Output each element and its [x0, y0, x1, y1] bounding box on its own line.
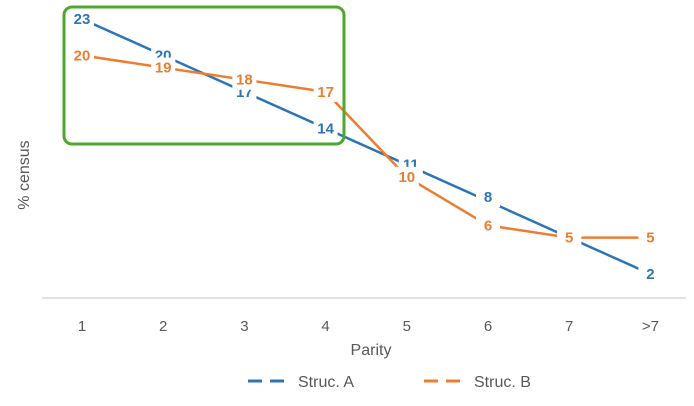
series-lines [81, 17, 651, 276]
data-label: 18 [236, 72, 253, 89]
data-label-bg [70, 45, 94, 66]
data-label-bg [557, 227, 582, 248]
data-label-bg [476, 187, 500, 208]
x-tick-label: 3 [240, 318, 248, 335]
data-label: 19 [155, 60, 172, 77]
data-label-bg [638, 264, 663, 284]
legend-label: Struc. B [474, 374, 531, 391]
data-label: 2 [646, 266, 654, 283]
data-label-bg [70, 9, 94, 29]
x-tick-label: 1 [78, 318, 86, 335]
x-tick-label: 5 [403, 318, 411, 335]
data-label: 17 [317, 84, 334, 101]
data-label: 5 [565, 230, 573, 247]
data-label-bg [313, 81, 338, 102]
data-label-bg [151, 57, 176, 78]
data-label: 5 [646, 230, 654, 247]
legend: Struc. A Struc. B [248, 374, 531, 391]
data-label: 10 [398, 169, 415, 186]
data-label-bg [394, 166, 419, 187]
data-label-bg [232, 69, 257, 90]
data-label: 20 [74, 47, 91, 64]
x-axis-title: Parity [351, 342, 392, 359]
x-tick-label: 2 [159, 318, 167, 335]
data-label: 14 [317, 120, 334, 137]
x-tick-label: 6 [484, 318, 492, 335]
series-line [81, 17, 651, 276]
series-line [81, 54, 651, 239]
data-label: 8 [484, 189, 492, 206]
y-axis-title: % census [16, 140, 33, 209]
data-labels: 23201714118522019181710655 [70, 9, 663, 284]
x-tick-label: 7 [565, 318, 573, 335]
data-label-bg [476, 215, 500, 236]
data-label: 6 [484, 217, 492, 234]
x-tick-label: 4 [321, 318, 329, 335]
data-label-bg [313, 118, 338, 139]
x-tick-label: >7 [642, 318, 659, 335]
x-tick-labels: 1 2 3 4 5 6 7 >7 [78, 318, 659, 335]
highlight-box [62, 5, 346, 146]
legend-label: Struc. A [298, 374, 354, 391]
data-label-bg [638, 227, 663, 248]
data-label: 23 [74, 11, 91, 28]
